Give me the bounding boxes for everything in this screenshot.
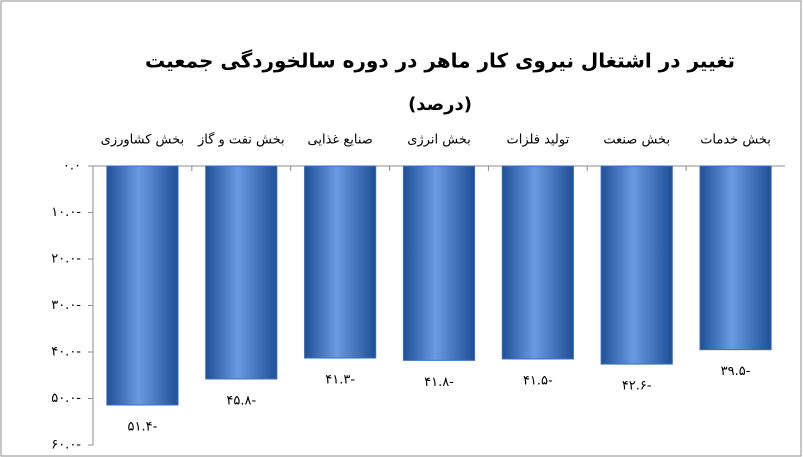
value-label: ۴۱.۳- — [325, 373, 355, 388]
bar — [699, 165, 772, 351]
x-tick-label: بخش انرژی — [407, 133, 471, 148]
y-tick-label: ۱۰.۰- — [51, 205, 81, 220]
value-label: ۴۵.۸- — [226, 393, 256, 408]
x-tick-label: تولید فلزات — [506, 133, 569, 148]
y-tick-label: ۵۰.۰- — [51, 391, 81, 406]
bar — [304, 165, 377, 359]
value-label: ۴۱.۸- — [424, 375, 454, 390]
bar — [501, 165, 574, 360]
y-tick-label: ۴۰.۰- — [51, 345, 81, 360]
value-label: ۴۱.۵- — [523, 373, 553, 388]
x-tick-label: بخش کشاورزی — [101, 133, 184, 148]
bar — [106, 165, 179, 406]
x-tick-label: بخش نفت و گاز — [197, 132, 285, 148]
value-label: ۴۲.۶- — [622, 379, 652, 394]
bar — [600, 165, 673, 365]
chart-title: تغییر در اشتغال نیروی کار ماهر در دوره س… — [145, 49, 735, 73]
value-label: ۳۹.۵- — [721, 364, 751, 379]
y-tick-label: ۳۰.۰- — [51, 298, 81, 313]
x-tick-label: بخش صنعت — [603, 133, 670, 148]
bar — [402, 165, 476, 361]
y-tick-label: ۶۰.۰- — [51, 438, 81, 453]
x-tick-label: بخش خدمات — [700, 133, 771, 148]
bar — [205, 165, 278, 380]
chart-subtitle: (درصد) — [408, 94, 472, 115]
y-tick-label: ۲۰.۰- — [51, 252, 81, 267]
value-label: ۵۱.۴- — [128, 420, 158, 435]
y-tick-label: ۰.۰ — [63, 159, 81, 174]
x-tick-label: صنایع غذایی — [308, 133, 373, 148]
